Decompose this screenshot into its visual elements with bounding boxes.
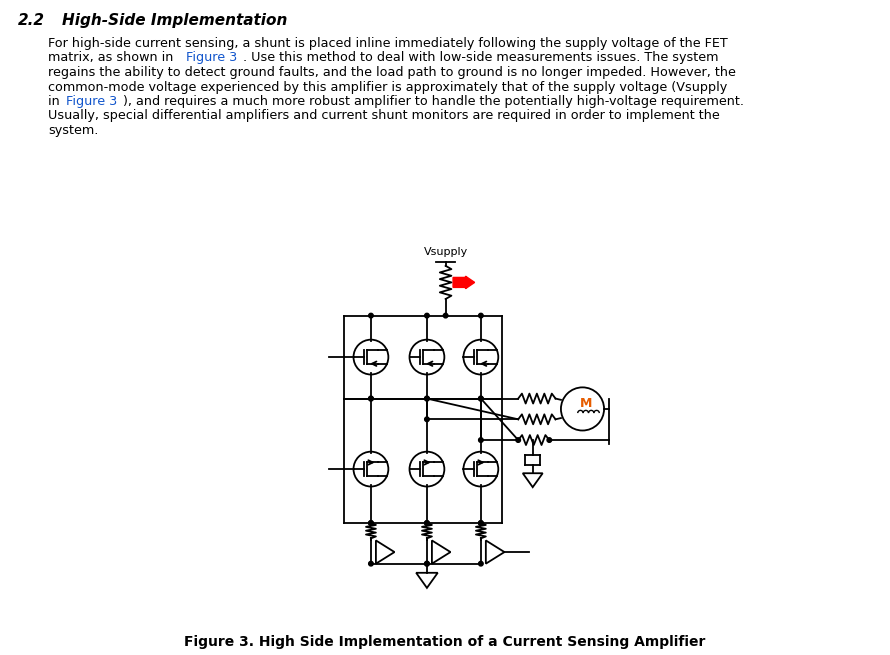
Text: ), and requires a much more robust amplifier to handle the potentially high-volt: ), and requires a much more robust ampli…: [123, 95, 744, 108]
Circle shape: [425, 417, 429, 422]
Circle shape: [368, 313, 373, 318]
Circle shape: [547, 438, 552, 442]
Text: Figure 3: Figure 3: [186, 52, 238, 64]
Circle shape: [479, 396, 483, 401]
Text: 2.2: 2.2: [18, 13, 45, 28]
Circle shape: [368, 396, 373, 401]
Text: common-mode voltage experienced by this amplifier is approximately that of the s: common-mode voltage experienced by this …: [48, 81, 727, 94]
Text: Usually, special differential amplifiers and current shunt monitors are required: Usually, special differential amplifiers…: [48, 109, 720, 122]
Text: For high-side current sensing, a shunt is placed inline immediately following th: For high-side current sensing, a shunt i…: [48, 37, 728, 50]
Circle shape: [368, 521, 373, 525]
Text: Figure 3. High Side Implementation of a Current Sensing Amplifier: Figure 3. High Side Implementation of a …: [184, 635, 706, 649]
Text: M: M: [579, 398, 592, 411]
Circle shape: [425, 561, 429, 566]
Text: Vsupply: Vsupply: [424, 247, 468, 257]
Circle shape: [516, 438, 521, 442]
Circle shape: [443, 313, 448, 318]
Text: . Use this method to deal with low-side measurements issues. The system: . Use this method to deal with low-side …: [243, 52, 718, 64]
Circle shape: [479, 521, 483, 525]
Circle shape: [479, 521, 483, 525]
Text: system.: system.: [48, 124, 99, 137]
Circle shape: [425, 396, 429, 401]
Circle shape: [368, 521, 373, 525]
Text: regains the ability to detect ground faults, and the load path to ground is no l: regains the ability to detect ground fau…: [48, 66, 736, 79]
Circle shape: [479, 561, 483, 566]
Text: matrix, as shown in: matrix, as shown in: [48, 52, 177, 64]
FancyArrow shape: [453, 276, 474, 289]
Circle shape: [425, 521, 429, 525]
Circle shape: [425, 313, 429, 318]
Circle shape: [425, 561, 429, 566]
Text: in: in: [48, 95, 64, 108]
Circle shape: [425, 521, 429, 525]
Circle shape: [479, 313, 483, 318]
Circle shape: [368, 396, 373, 401]
Text: High-Side Implementation: High-Side Implementation: [62, 13, 287, 28]
Circle shape: [479, 438, 483, 442]
Circle shape: [368, 561, 373, 566]
Text: Figure 3: Figure 3: [66, 95, 117, 108]
Circle shape: [479, 396, 483, 401]
Circle shape: [425, 396, 429, 401]
